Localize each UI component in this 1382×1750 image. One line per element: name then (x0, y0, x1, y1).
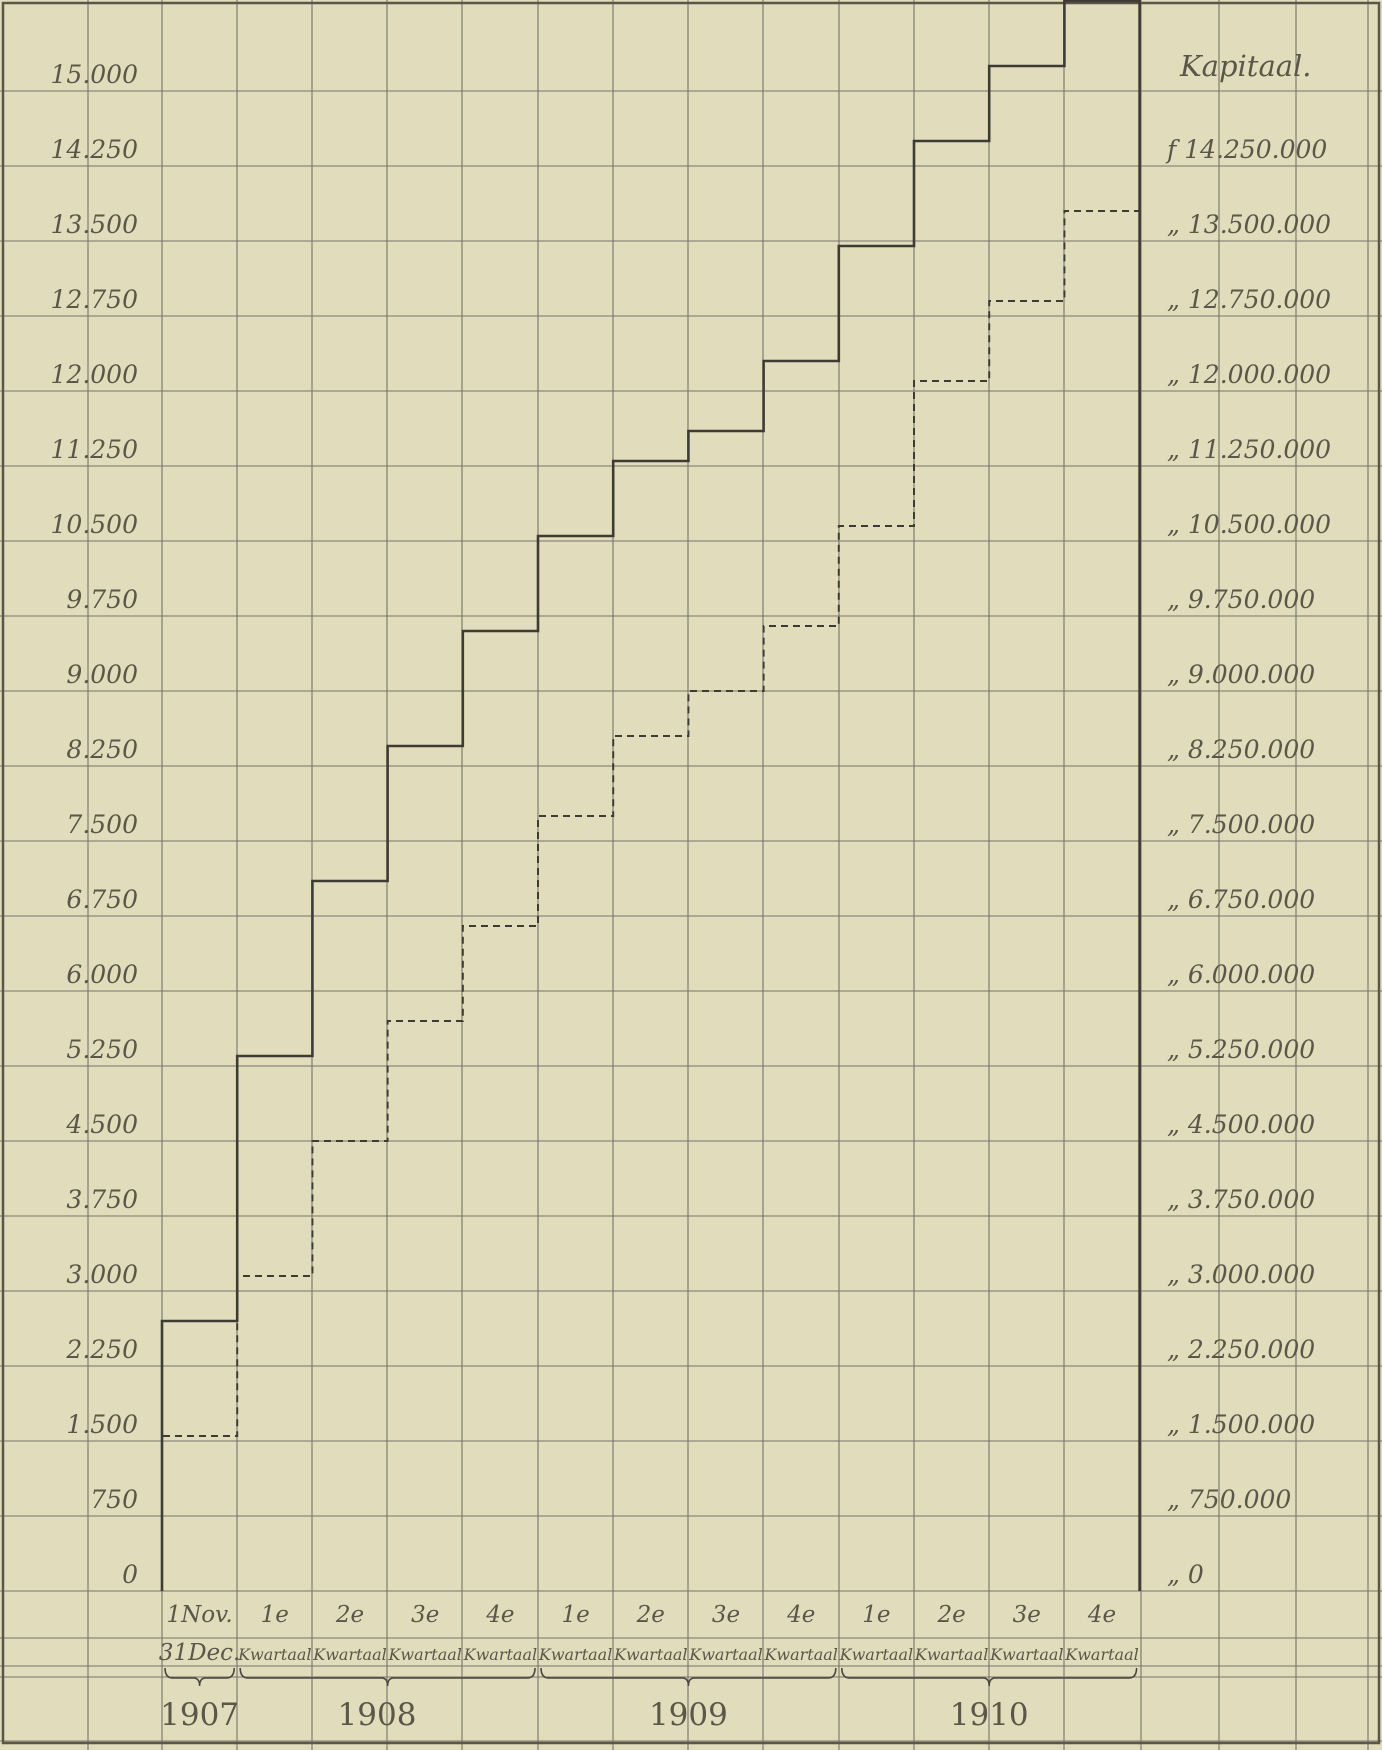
y-tick-left: 6.000 (66, 960, 138, 989)
y-tick-right: „ 8.250.000 (1167, 735, 1315, 764)
chart-title: Kapitaal. (1179, 49, 1312, 83)
series-solid-line (160, 0, 1141, 1591)
y-tick-left: 11.250 (51, 435, 139, 464)
x-axis-categories: 1Nov. 31Dec. 1e Kwartaal 2e Kwartaal 3e Kwartaa… (159, 1602, 1139, 1666)
y-tick-right: „ 12.000.000 (1167, 360, 1331, 389)
y-tick-left: 4.500 (65, 1110, 138, 1139)
category-label-top: 3e (411, 1602, 439, 1628)
y-tick-right: „ 2.250.000 (1167, 1335, 1315, 1364)
y-tick-left: 9.750 (66, 585, 138, 614)
category-label-bottom: Kwartaal (463, 1645, 537, 1664)
y-tick-right: „ 6.750.000 (1167, 885, 1315, 914)
y-tick-left: 10.500 (51, 510, 139, 539)
category-label-top: 1e (261, 1602, 289, 1628)
category-label-top: 1Nov. (167, 1602, 233, 1628)
year-brace (841, 1667, 1138, 1687)
category-label-bottom: Kwartaal (613, 1645, 687, 1664)
y-tick-left: 3.000 (66, 1260, 138, 1289)
y-tick-left: 9.000 (66, 660, 138, 689)
category-label-top: 4e (1087, 1602, 1116, 1628)
y-tick-left: 3.750 (66, 1185, 138, 1214)
y-tick-right: „ 5.250.000 (1167, 1035, 1315, 1064)
category-label-top: 3e (712, 1602, 740, 1628)
category-label-top: 1e (862, 1602, 890, 1628)
year-label: 1907 (160, 1697, 239, 1733)
y-tick-right: f 14.250.000 (1165, 135, 1327, 164)
category-label-bottom: Kwartaal (387, 1645, 461, 1664)
x-axis-years: 1907 1908 1909 1910 (160, 1667, 1138, 1733)
y-axis-right-labels: f 14.250.000 „ 13.500.000 „ 12.750.000 „ 12… (1165, 135, 1331, 1589)
category-label-top: 4e (485, 1602, 514, 1628)
y-tick-left: 1.500 (66, 1410, 138, 1439)
year-brace (164, 1667, 235, 1687)
category-label-bottom: Kwartaal (312, 1645, 386, 1664)
y-tick-left: 5.250 (66, 1035, 138, 1064)
category-label-bottom: Kwartaal (989, 1645, 1063, 1664)
year-brace (239, 1667, 536, 1687)
year-label: 1910 (950, 1697, 1029, 1733)
y-tick-left: 7.500 (66, 810, 138, 839)
year-brace (540, 1667, 837, 1687)
category-label-top: 3e (1013, 1602, 1041, 1628)
series-lines (160, 0, 1141, 1591)
category-label-bottom: 31Dec. (159, 1640, 241, 1666)
year-label: 1908 (338, 1697, 417, 1733)
category-label-bottom: Kwartaal (538, 1645, 612, 1664)
y-tick-right: „ 10.500.000 (1167, 510, 1331, 539)
y-tick-right: „ 3.000.000 (1167, 1260, 1315, 1289)
category-label-bottom: Kwartaal (839, 1645, 913, 1664)
y-tick-right: „ 12.750.000 (1167, 285, 1331, 314)
category-label-bottom: Kwartaal (763, 1645, 837, 1664)
y-tick-right: „ 750.000 (1167, 1485, 1291, 1514)
y-tick-left: 14.250 (51, 135, 139, 164)
y-tick-right: „ 9.000.000 (1167, 660, 1315, 689)
y-tick-right: „ 6.000.000 (1167, 960, 1315, 989)
y-tick-left: 8.250 (66, 735, 138, 764)
y-tick-right: „ 13.500.000 (1167, 210, 1331, 239)
y-tick-right: „ 4.500.000 (1167, 1110, 1315, 1139)
category-label-top: 2e (636, 1602, 665, 1628)
y-tick-left: 13.500 (51, 210, 139, 239)
category-label-bottom: Kwartaal (237, 1645, 311, 1664)
y-tick-left: 6.750 (66, 885, 138, 914)
category-label-bottom: Kwartaal (1064, 1645, 1138, 1664)
category-label-top: 4e (786, 1602, 815, 1628)
series-dashed-line (161, 210, 1140, 1591)
y-tick-left: 15.000 (51, 60, 139, 89)
y-tick-left: 2.250 (65, 1335, 138, 1364)
y-tick-right: „ 9.750.000 (1167, 585, 1315, 614)
y-tick-right: „ 3.750.000 (1167, 1185, 1315, 1214)
y-tick-right: „ 7.500.000 (1167, 810, 1315, 839)
y-axis-left-labels: 15.000 14.250 13.500 12.750 12.000 11.250 10.5… (51, 60, 139, 1589)
y-tick-left: 12.750 (51, 285, 139, 314)
y-tick-right: „ 1.500.000 (1167, 1410, 1315, 1439)
category-label-top: 2e (936, 1602, 965, 1628)
category-label-bottom: Kwartaal (914, 1645, 988, 1664)
y-tick-right: „ 0 (1167, 1560, 1204, 1589)
y-tick-right: „ 11.250.000 (1167, 435, 1331, 464)
category-label-bottom: Kwartaal (688, 1645, 762, 1664)
category-label-top: 2e (335, 1602, 364, 1628)
y-tick-left: 750 (90, 1485, 138, 1514)
category-label-top: 1e (561, 1602, 589, 1628)
y-tick-left: 12.000 (51, 360, 139, 389)
year-label: 1909 (649, 1697, 728, 1733)
y-tick-left: 0 (122, 1560, 138, 1589)
